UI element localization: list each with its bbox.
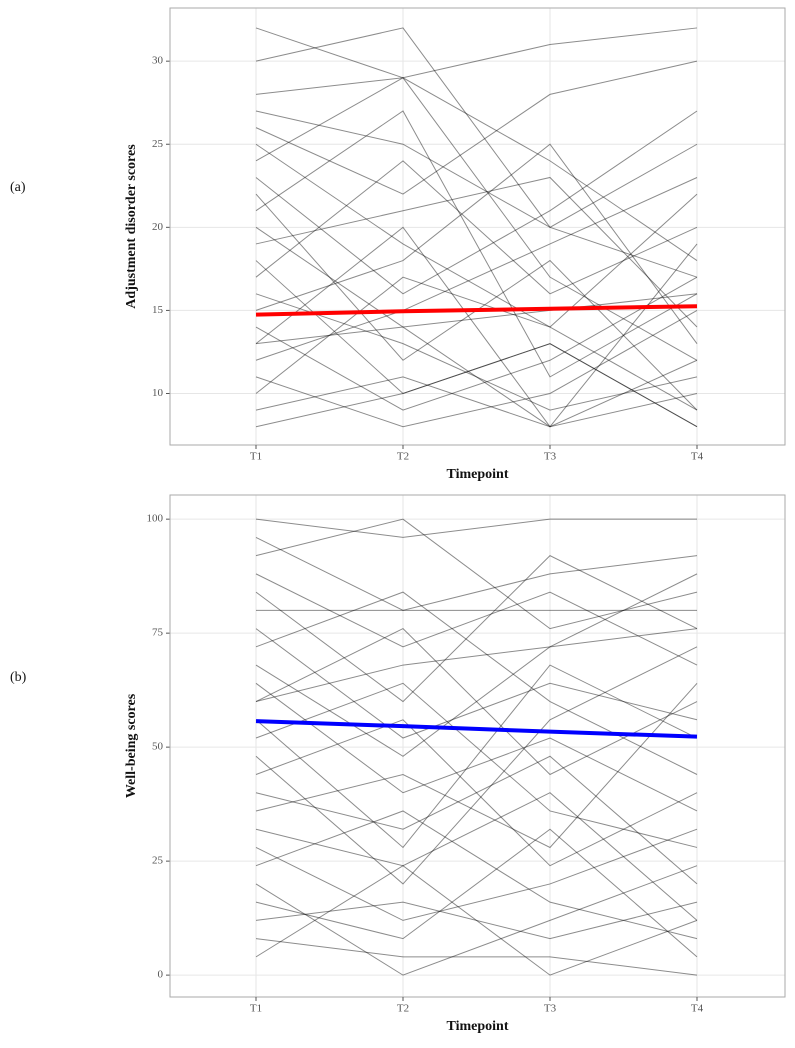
y-tick-label: 0 (158, 969, 164, 981)
x-tick-label: T1 (250, 451, 262, 463)
trajectory (255, 143, 698, 328)
trajectory (255, 755, 698, 885)
y-axis-title: Adjustment disorder scores (124, 144, 139, 309)
trajectory (255, 518, 697, 538)
trajectory (255, 555, 698, 703)
trajectory (255, 664, 698, 849)
trajectory (255, 646, 698, 885)
x-tick-label: T3 (544, 451, 557, 463)
trajectory (255, 309, 698, 428)
y-tick-label: 50 (152, 741, 164, 753)
trajectory (255, 176, 698, 328)
trajectory (255, 573, 698, 666)
trajectory (255, 343, 698, 428)
y-tick-label: 100 (147, 513, 164, 525)
trajectory (255, 627, 698, 776)
trajectory (255, 810, 698, 940)
trajectory (255, 682, 698, 849)
trajectory (255, 628, 698, 703)
trajectory (255, 293, 698, 345)
plot-border (169, 494, 786, 998)
y-tick-label: 15 (152, 304, 164, 316)
trajectory (255, 276, 698, 411)
trend-line (255, 304, 698, 317)
trajectory (255, 591, 698, 775)
trajectory (255, 719, 698, 867)
trajectory (255, 110, 698, 378)
x-axis-title: Timepoint (447, 1019, 509, 1034)
trajectory (255, 682, 698, 848)
y-tick-label: 30 (152, 55, 164, 67)
panel-label: (a) (10, 180, 26, 195)
trajectory (255, 60, 698, 195)
x-tick-label: T4 (691, 1003, 704, 1015)
trajectory (255, 226, 698, 428)
trajectory (255, 628, 698, 739)
trajectory (255, 518, 698, 630)
x-tick-label: T2 (397, 451, 409, 463)
trajectory (255, 682, 698, 812)
panel-label: (b) (10, 670, 27, 685)
trajectory (255, 792, 698, 921)
y-tick-label: 25 (152, 138, 164, 150)
x-tick-label: T1 (250, 1003, 262, 1015)
trajectory (255, 536, 698, 611)
trajectory (255, 938, 698, 976)
x-axis-title: Timepoint (447, 467, 509, 482)
trajectory (255, 260, 698, 428)
trajectory (255, 359, 698, 428)
y-axis-title: Well-being scores (124, 693, 139, 798)
trajectory (255, 865, 698, 976)
trajectory (255, 573, 698, 757)
x-tick-label: T3 (544, 1003, 557, 1015)
y-tick-label: 25 (152, 855, 164, 867)
trajectory (255, 865, 698, 976)
trend-line (255, 719, 698, 739)
trajectory (255, 77, 698, 361)
trajectory (255, 160, 698, 295)
x-tick-label: T2 (397, 1003, 409, 1015)
x-tick-label: T4 (691, 451, 704, 463)
trajectory (255, 293, 698, 411)
trajectory (255, 110, 698, 295)
plot-border (169, 7, 786, 446)
trajectory (255, 27, 698, 228)
trajectory (255, 143, 698, 344)
trajectory (255, 828, 698, 958)
trajectory (255, 226, 698, 428)
trajectory (255, 27, 698, 79)
trajectory (255, 901, 698, 940)
y-tick-label: 10 (152, 387, 164, 399)
trajectory (255, 828, 698, 921)
trajectory (255, 77, 698, 261)
y-tick-label: 20 (152, 221, 164, 233)
trajectory (255, 177, 698, 361)
y-tick-label: 75 (152, 627, 164, 639)
trajectory (255, 276, 698, 411)
trajectory (255, 110, 698, 278)
